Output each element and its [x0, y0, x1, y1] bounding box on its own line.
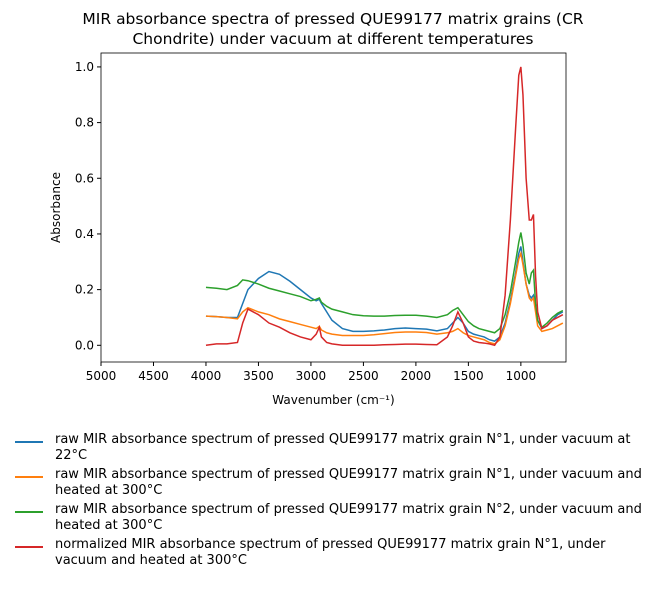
x-tick-label: 2000: [401, 369, 432, 383]
y-tick-label: 0.6: [75, 171, 94, 185]
y-tick-label: 1.0: [75, 60, 94, 74]
chart-title: MIR absorbance spectra of pressed QUE991…: [82, 10, 584, 48]
legend-entry: raw MIR absorbance spectrum of pressed Q…: [15, 467, 655, 502]
x-tick-label: 5000: [86, 369, 117, 383]
plot-frame: [100, 52, 567, 363]
x-tick-label: 3500: [243, 369, 274, 383]
x-axis-label: Wavenumber (cm⁻¹): [272, 393, 394, 407]
legend-entry: raw MIR absorbance spectrum of pressed Q…: [15, 502, 655, 537]
legend-label: normalized MIR absorbance spectrum of pr…: [55, 537, 606, 568]
series-line: [205, 66, 564, 347]
legend-swatch: [15, 476, 43, 478]
series-line: [205, 250, 564, 345]
legend: raw MIR absorbance spectrum of pressed Q…: [15, 432, 655, 572]
series-line: [205, 232, 564, 334]
x-tick-label: 1500: [453, 369, 484, 383]
x-tick-label: 2500: [348, 369, 379, 383]
legend-entry: raw MIR absorbance spectrum of pressed Q…: [15, 432, 655, 467]
legend-swatch: [15, 546, 43, 548]
y-tick-label: 0.4: [75, 227, 94, 241]
y-tick-label: 0.2: [75, 283, 94, 297]
y-tick-label: 0.8: [75, 116, 94, 130]
legend-entry: normalized MIR absorbance spectrum of pr…: [15, 537, 655, 572]
legend-label: raw MIR absorbance spectrum of pressed Q…: [55, 467, 642, 498]
y-axis-label: Absorbance: [49, 172, 63, 243]
x-tick-label: 4000: [191, 369, 222, 383]
x-tick-label: 3000: [296, 369, 327, 383]
chart: 5000 4500 4000 3500 3000 2500 2000 1500 1000 0.0 0…: [49, 52, 567, 407]
x-tick-label: 4500: [138, 369, 169, 383]
x-tick-label: 1000: [506, 369, 537, 383]
legend-label: raw MIR absorbance spectrum of pressed Q…: [55, 432, 631, 463]
y-tick-label: 0.0: [75, 338, 94, 352]
legend-swatch: [15, 441, 43, 443]
legend-swatch: [15, 511, 43, 513]
legend-label: raw MIR absorbance spectrum of pressed Q…: [55, 502, 642, 533]
